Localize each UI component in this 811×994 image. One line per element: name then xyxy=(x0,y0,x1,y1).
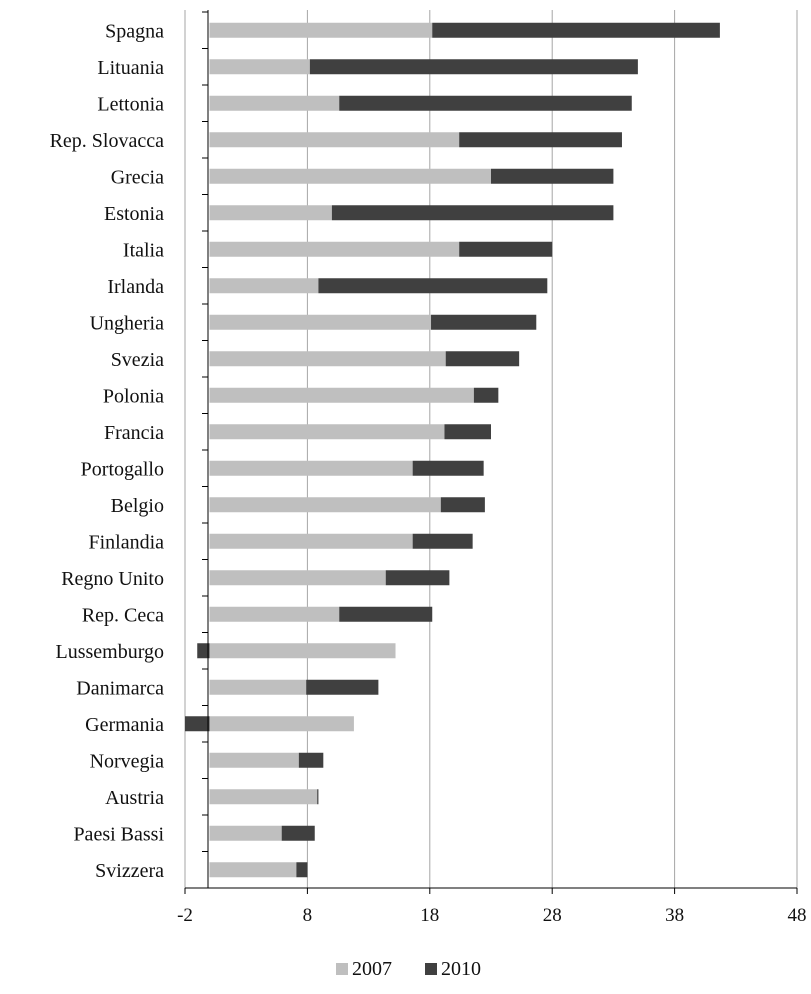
bar-2010 xyxy=(445,351,520,367)
bar-2010 xyxy=(432,22,720,38)
category-label: Portogallo xyxy=(81,458,164,480)
bar-2010 xyxy=(296,862,308,878)
bar-2007 xyxy=(209,606,340,622)
bar-2010 xyxy=(444,424,491,440)
category-label: Danimarca xyxy=(76,677,164,699)
category-label: Svizzera xyxy=(95,860,164,882)
bar-2007 xyxy=(209,95,340,111)
category-label: Norvegia xyxy=(90,750,165,772)
category-label: Austria xyxy=(105,787,164,809)
x-tick-label: 48 xyxy=(788,905,807,926)
bar-2007 xyxy=(209,314,432,330)
legend: 2007 2010 xyxy=(336,958,481,980)
bar-2010 xyxy=(309,59,638,75)
bars xyxy=(185,22,720,878)
x-tick-label: 38 xyxy=(665,905,684,926)
legend-label-2010: 2010 xyxy=(441,958,481,980)
bar-2010 xyxy=(431,314,537,330)
bar-2007 xyxy=(209,862,297,878)
category-label: Estonia xyxy=(104,203,164,225)
bar-2007 xyxy=(209,533,413,549)
category-label: Belgio xyxy=(111,495,164,517)
bar-2010 xyxy=(331,205,614,221)
x-tick-label: -2 xyxy=(177,905,193,926)
category-label: Lussemburgo xyxy=(55,641,164,663)
bar-2007 xyxy=(209,716,354,732)
bar-2010 xyxy=(412,533,473,549)
category-label: Germania xyxy=(85,714,164,736)
legend-label-2007: 2007 xyxy=(352,958,392,980)
category-label: Ungheria xyxy=(90,312,165,334)
bar-2010 xyxy=(440,497,485,513)
bar-2010 xyxy=(339,606,433,622)
bar-2007 xyxy=(209,643,396,659)
category-labels: Spagna Lituania Lettonia Rep. Slovacca Greci… xyxy=(50,20,165,882)
bar-2007 xyxy=(209,241,460,257)
category-label: Regno Unito xyxy=(61,568,164,590)
bar-2010 xyxy=(318,278,548,294)
bar-2007 xyxy=(209,22,433,38)
legend-swatch-2007 xyxy=(336,963,348,975)
category-label: Rep. Ceca xyxy=(82,604,164,626)
bar-2007 xyxy=(209,59,310,75)
bar-2010 xyxy=(491,168,614,184)
bar-2010 xyxy=(385,570,450,586)
bar-2007 xyxy=(209,460,413,476)
category-label: Finlandia xyxy=(88,531,164,553)
category-label: Grecia xyxy=(111,166,164,188)
bar-2010 xyxy=(281,825,315,841)
bar-2007 xyxy=(209,752,299,768)
bar-2007 xyxy=(209,789,318,805)
bar-2007 xyxy=(209,205,332,221)
bar-2007 xyxy=(209,570,386,586)
bar-2007 xyxy=(209,387,474,403)
category-label: Polonia xyxy=(103,385,164,407)
tick-labels: -2 8 18 28 38 48 xyxy=(177,905,806,926)
bar-2007 xyxy=(209,497,441,513)
bar-2010 xyxy=(298,752,324,768)
x-tick-label: 28 xyxy=(543,905,562,926)
gridlines xyxy=(184,10,798,888)
axes xyxy=(184,10,798,894)
legend-swatch-2010 xyxy=(425,963,437,975)
bar-2010 xyxy=(317,789,319,805)
category-label: Francia xyxy=(104,422,164,444)
bar-2007 xyxy=(209,679,307,695)
category-label: Irlanda xyxy=(107,276,164,298)
bar-2007 xyxy=(209,168,492,184)
x-tick-label: 18 xyxy=(420,905,439,926)
bar-2010 xyxy=(459,132,622,148)
bar-2007 xyxy=(209,424,445,440)
category-label: Lituania xyxy=(97,57,164,79)
category-label: Lettonia xyxy=(97,93,164,115)
category-label: Italia xyxy=(123,239,164,261)
bar-2010 xyxy=(306,679,379,695)
category-label: Rep. Slovacca xyxy=(50,130,165,152)
bar-2007 xyxy=(209,351,446,367)
bar-2010 xyxy=(412,460,484,476)
bar-2010 xyxy=(339,95,632,111)
bar-2007 xyxy=(209,825,282,841)
category-label: Paesi Bassi xyxy=(73,823,164,845)
bar-2010 xyxy=(185,716,210,732)
category-label: Svezia xyxy=(111,349,164,371)
bar-2007 xyxy=(209,278,319,294)
bar-2007 xyxy=(209,132,460,148)
bar-2010 xyxy=(459,241,553,257)
bar-2010 xyxy=(197,643,210,659)
bar-2010 xyxy=(473,387,499,403)
category-label: Spagna xyxy=(105,20,164,42)
x-tick-label: 8 xyxy=(303,905,313,926)
